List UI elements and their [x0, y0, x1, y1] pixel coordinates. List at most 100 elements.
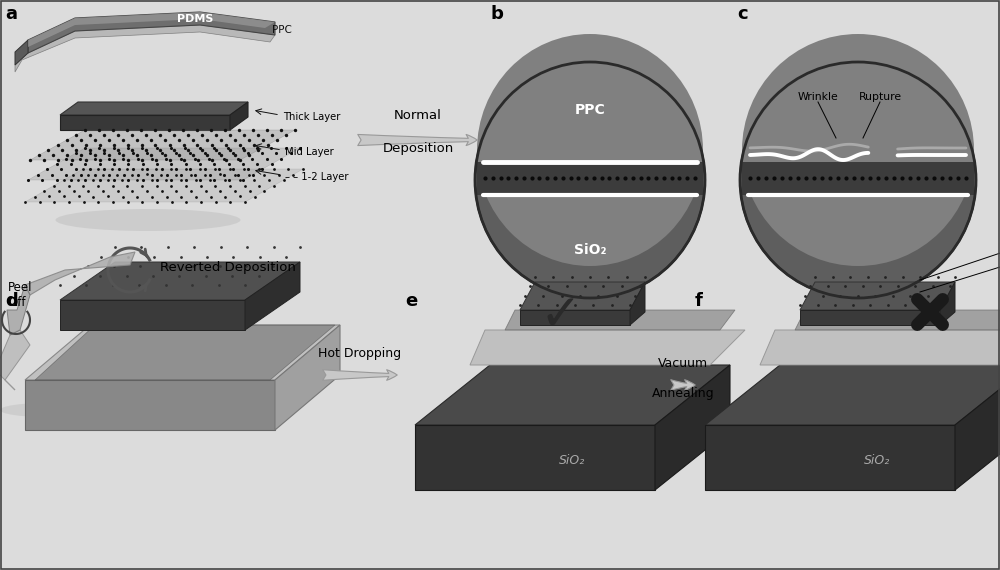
Point: [271, 170, 287, 179]
Point: [259, 154, 275, 163]
Point: [766, 173, 782, 182]
Point: [65, 170, 81, 179]
Point: [206, 176, 222, 185]
Point: [227, 136, 243, 145]
Point: [206, 144, 222, 153]
Point: [609, 173, 625, 182]
Point: [192, 160, 208, 169]
Point: [910, 173, 926, 182]
Point: [115, 150, 131, 160]
Point: [92, 156, 108, 165]
Ellipse shape: [477, 34, 703, 266]
Point: [280, 164, 296, 173]
Point: [549, 300, 565, 310]
Point: [203, 125, 219, 135]
Point: [287, 125, 303, 135]
Point: [295, 164, 311, 173]
Point: [850, 291, 866, 300]
Point: [120, 252, 136, 261]
Point: [129, 192, 145, 201]
Point: [75, 181, 91, 190]
Point: [106, 140, 122, 149]
Point: [107, 242, 123, 251]
Point: [259, 125, 275, 135]
Point: [201, 154, 217, 163]
Polygon shape: [25, 325, 340, 380]
Text: Vacuum: Vacuum: [658, 357, 708, 370]
Point: [58, 154, 74, 163]
Point: [245, 125, 261, 135]
Point: [273, 125, 289, 135]
Point: [540, 282, 556, 291]
Point: [87, 150, 103, 160]
Point: [144, 176, 160, 185]
Point: [100, 192, 116, 201]
Point: [477, 173, 493, 182]
Point: [82, 145, 98, 154]
Point: [807, 272, 823, 282]
Point: [182, 149, 198, 158]
Point: [68, 165, 84, 174]
Point: [134, 181, 150, 190]
Point: [82, 131, 98, 140]
Point: [77, 176, 93, 185]
Point: [96, 131, 112, 140]
Point: [91, 144, 107, 153]
Text: e: e: [405, 292, 417, 310]
Point: [577, 282, 593, 291]
Point: [250, 145, 266, 154]
Point: [166, 145, 182, 154]
Point: [54, 145, 70, 154]
Point: [222, 164, 238, 173]
Point: [750, 173, 766, 182]
Point: [640, 173, 656, 182]
Point: [942, 282, 958, 291]
Point: [637, 272, 653, 282]
Point: [508, 173, 524, 182]
Point: [115, 154, 131, 163]
Point: [176, 156, 192, 165]
Point: [217, 176, 233, 185]
Point: [159, 262, 175, 271]
Point: [225, 252, 241, 261]
Point: [66, 186, 82, 196]
Point: [56, 192, 72, 201]
Point: [230, 170, 246, 179]
Point: [180, 145, 196, 154]
Point: [166, 131, 182, 140]
Point: [178, 160, 194, 169]
Point: [104, 164, 120, 173]
Point: [238, 262, 254, 271]
Point: [237, 280, 253, 290]
Point: [186, 242, 202, 251]
Polygon shape: [15, 40, 28, 65]
Point: [153, 170, 169, 179]
Point: [134, 197, 150, 206]
Point: [110, 186, 126, 196]
Point: [192, 176, 208, 185]
Point: [877, 272, 893, 282]
Point: [204, 156, 220, 165]
Point: [173, 170, 189, 179]
Point: [109, 170, 125, 179]
Point: [266, 181, 282, 190]
Polygon shape: [30, 130, 295, 160]
Point: [211, 165, 227, 174]
Point: [604, 300, 620, 310]
Point: [149, 176, 165, 185]
Point: [886, 173, 902, 182]
Polygon shape: [630, 282, 645, 325]
Point: [199, 150, 215, 160]
Point: [134, 140, 150, 149]
Point: [920, 291, 936, 300]
Point: [20, 176, 36, 185]
Point: [59, 150, 75, 160]
Point: [216, 170, 232, 179]
Point: [225, 149, 241, 158]
Point: [671, 173, 687, 182]
Point: [73, 170, 88, 179]
Point: [820, 282, 836, 291]
Point: [222, 131, 238, 140]
Polygon shape: [520, 282, 645, 310]
Point: [133, 242, 149, 251]
